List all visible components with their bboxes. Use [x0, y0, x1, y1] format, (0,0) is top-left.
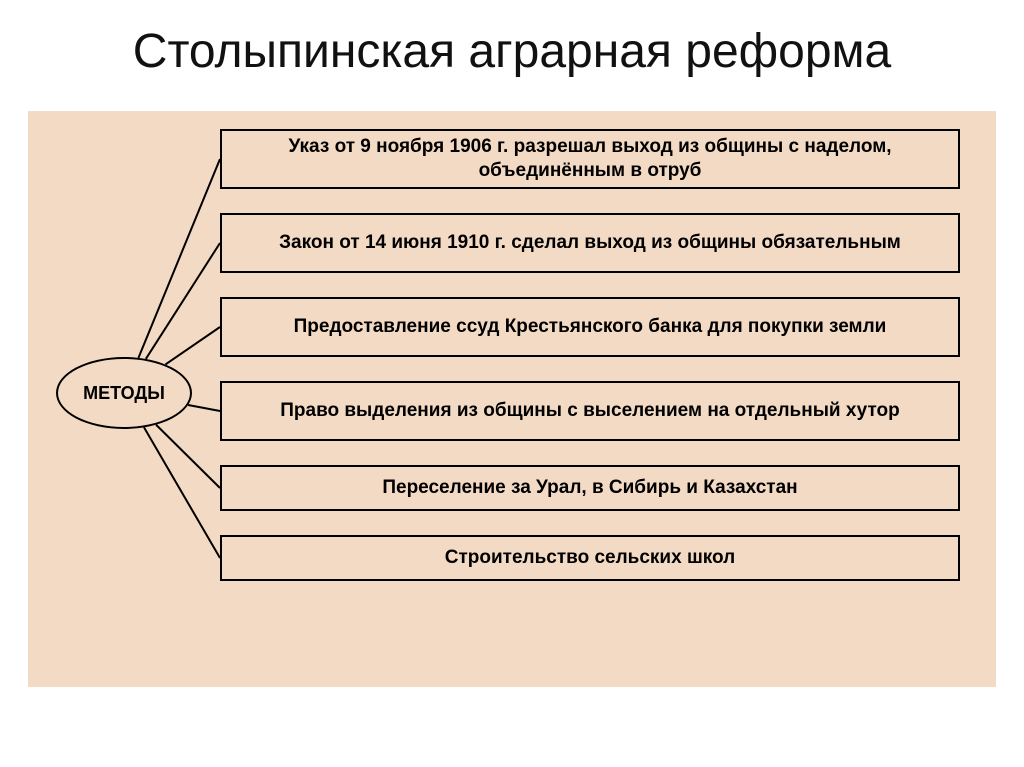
method-box-0: Указ от 9 ноября 1906 г. разрешал выход …	[220, 129, 960, 189]
methods-label: МЕТОДЫ	[83, 383, 165, 404]
diagram-inner: МЕТОДЫ Указ от 9 ноября 1906 г. разрешал…	[46, 129, 976, 659]
method-box-5: Строительство сельских школ	[220, 535, 960, 581]
methods-oval: МЕТОДЫ	[56, 357, 192, 429]
page-title: Столыпинская аграрная реформа	[0, 0, 1024, 99]
diagram-area: МЕТОДЫ Указ от 9 ноября 1906 г. разрешал…	[28, 111, 996, 687]
method-box-1: Закон от 14 июня 1910 г. сделал выход из…	[220, 213, 960, 273]
method-box-2: Предоставление ссуд Крестьянского банка …	[220, 297, 960, 357]
method-box-3: Право выделения из общины с выселением н…	[220, 381, 960, 441]
method-box-4: Переселение за Урал, в Сибирь и Казахста…	[220, 465, 960, 511]
